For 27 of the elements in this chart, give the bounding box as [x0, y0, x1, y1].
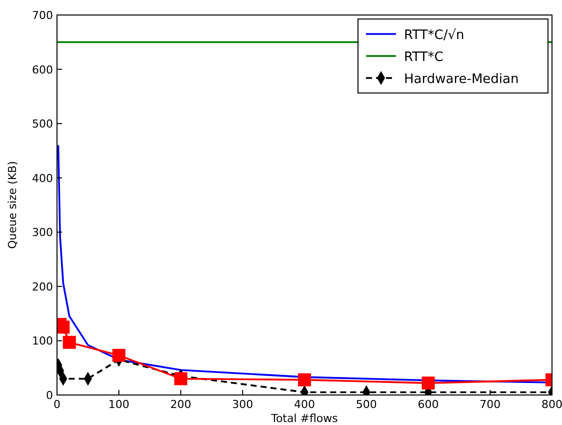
x-tick-label: 500: [356, 398, 377, 411]
point: [422, 376, 435, 390]
point: [57, 320, 70, 334]
point: [62, 336, 76, 349]
y-axis-title: Queue size (KB): [6, 161, 19, 249]
legend-label: RTT*C: [404, 50, 444, 65]
point: [112, 348, 126, 362]
point: [174, 372, 188, 386]
x-tick-label: 100: [108, 398, 130, 411]
x-tick-label: 200: [170, 398, 192, 411]
legend-label: Hardware-Median: [404, 72, 519, 87]
x-tick-label: 400: [294, 398, 315, 411]
x-axis-title: Total #flows: [270, 412, 338, 425]
y-tick-label: 300: [32, 226, 53, 240]
y-tick-label: 0: [46, 389, 53, 402]
y-tick-label: 100: [32, 334, 53, 348]
y-tick-label: 200: [32, 280, 53, 294]
y-tick-label: 700: [32, 9, 53, 22]
point: [298, 373, 311, 386]
y-tick-label: 400: [32, 172, 53, 185]
y-tick-label: 600: [32, 63, 53, 76]
legend-label: RTT*C/√n: [404, 28, 464, 43]
x-tick-label: 600: [418, 398, 439, 411]
x-tick-label: 300: [232, 398, 254, 411]
x-tick-label: 700: [480, 398, 501, 411]
y-tick-label: 500: [32, 118, 53, 131]
x-tick-label: 800: [542, 398, 562, 411]
